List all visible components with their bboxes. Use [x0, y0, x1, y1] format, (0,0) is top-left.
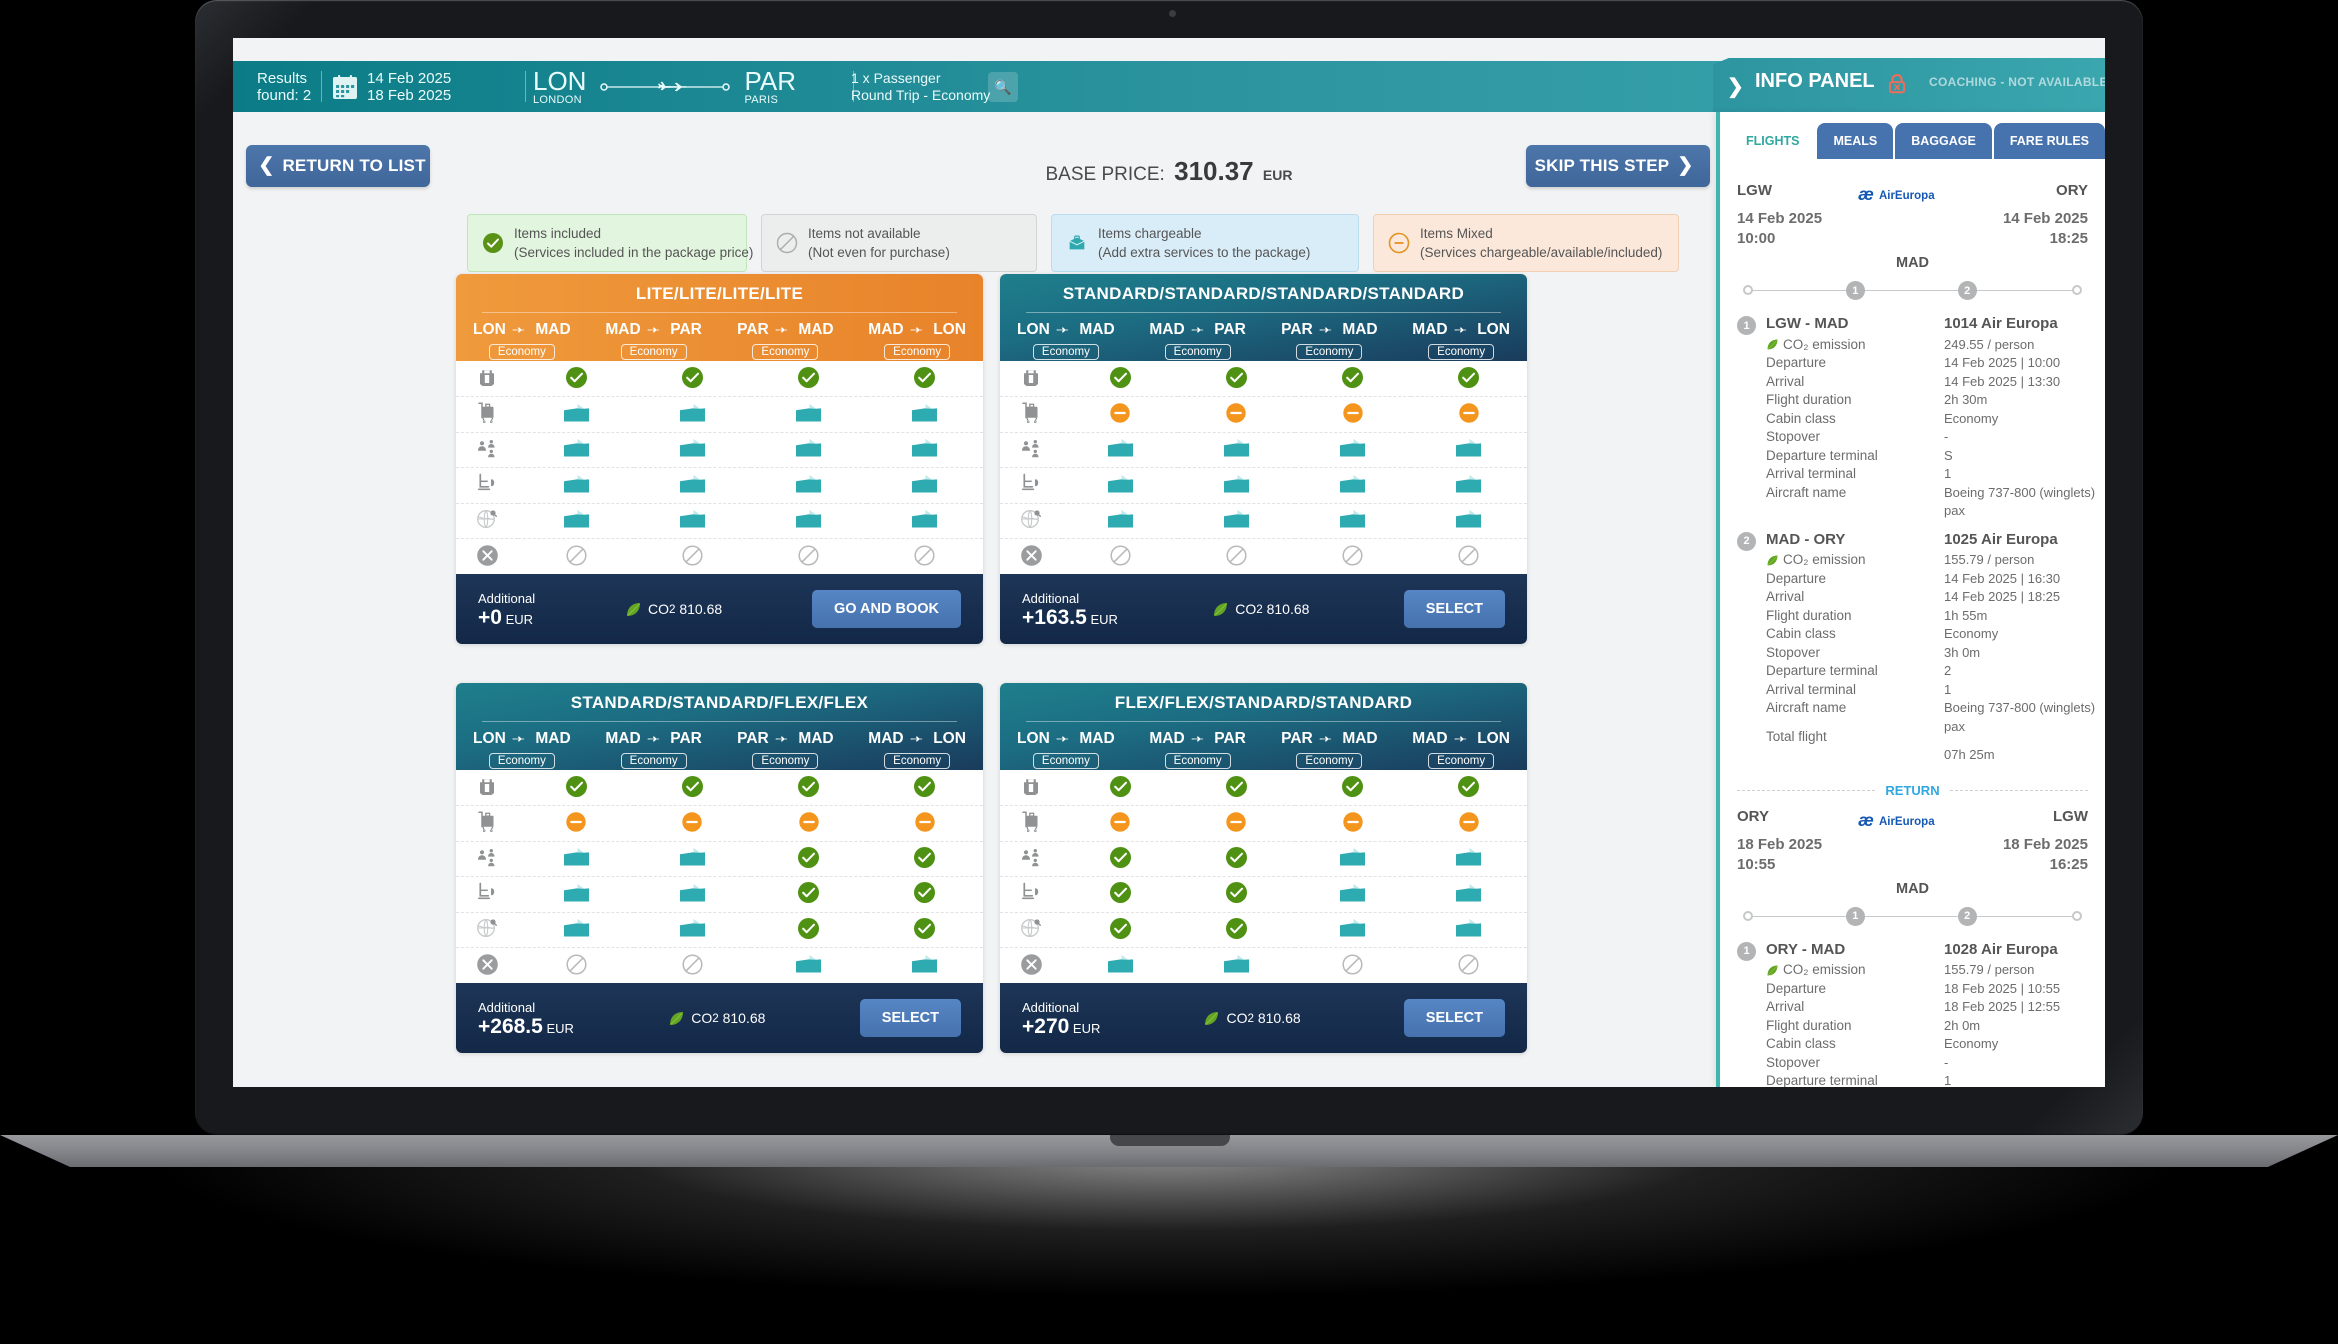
- svg-text:AirEuropa: AirEuropa: [1878, 816, 1934, 828]
- svg-text:æ: æ: [1858, 184, 1874, 204]
- svg-text:AirEuropa: AirEuropa: [1878, 190, 1934, 202]
- svg-text:æ: æ: [1858, 810, 1874, 830]
